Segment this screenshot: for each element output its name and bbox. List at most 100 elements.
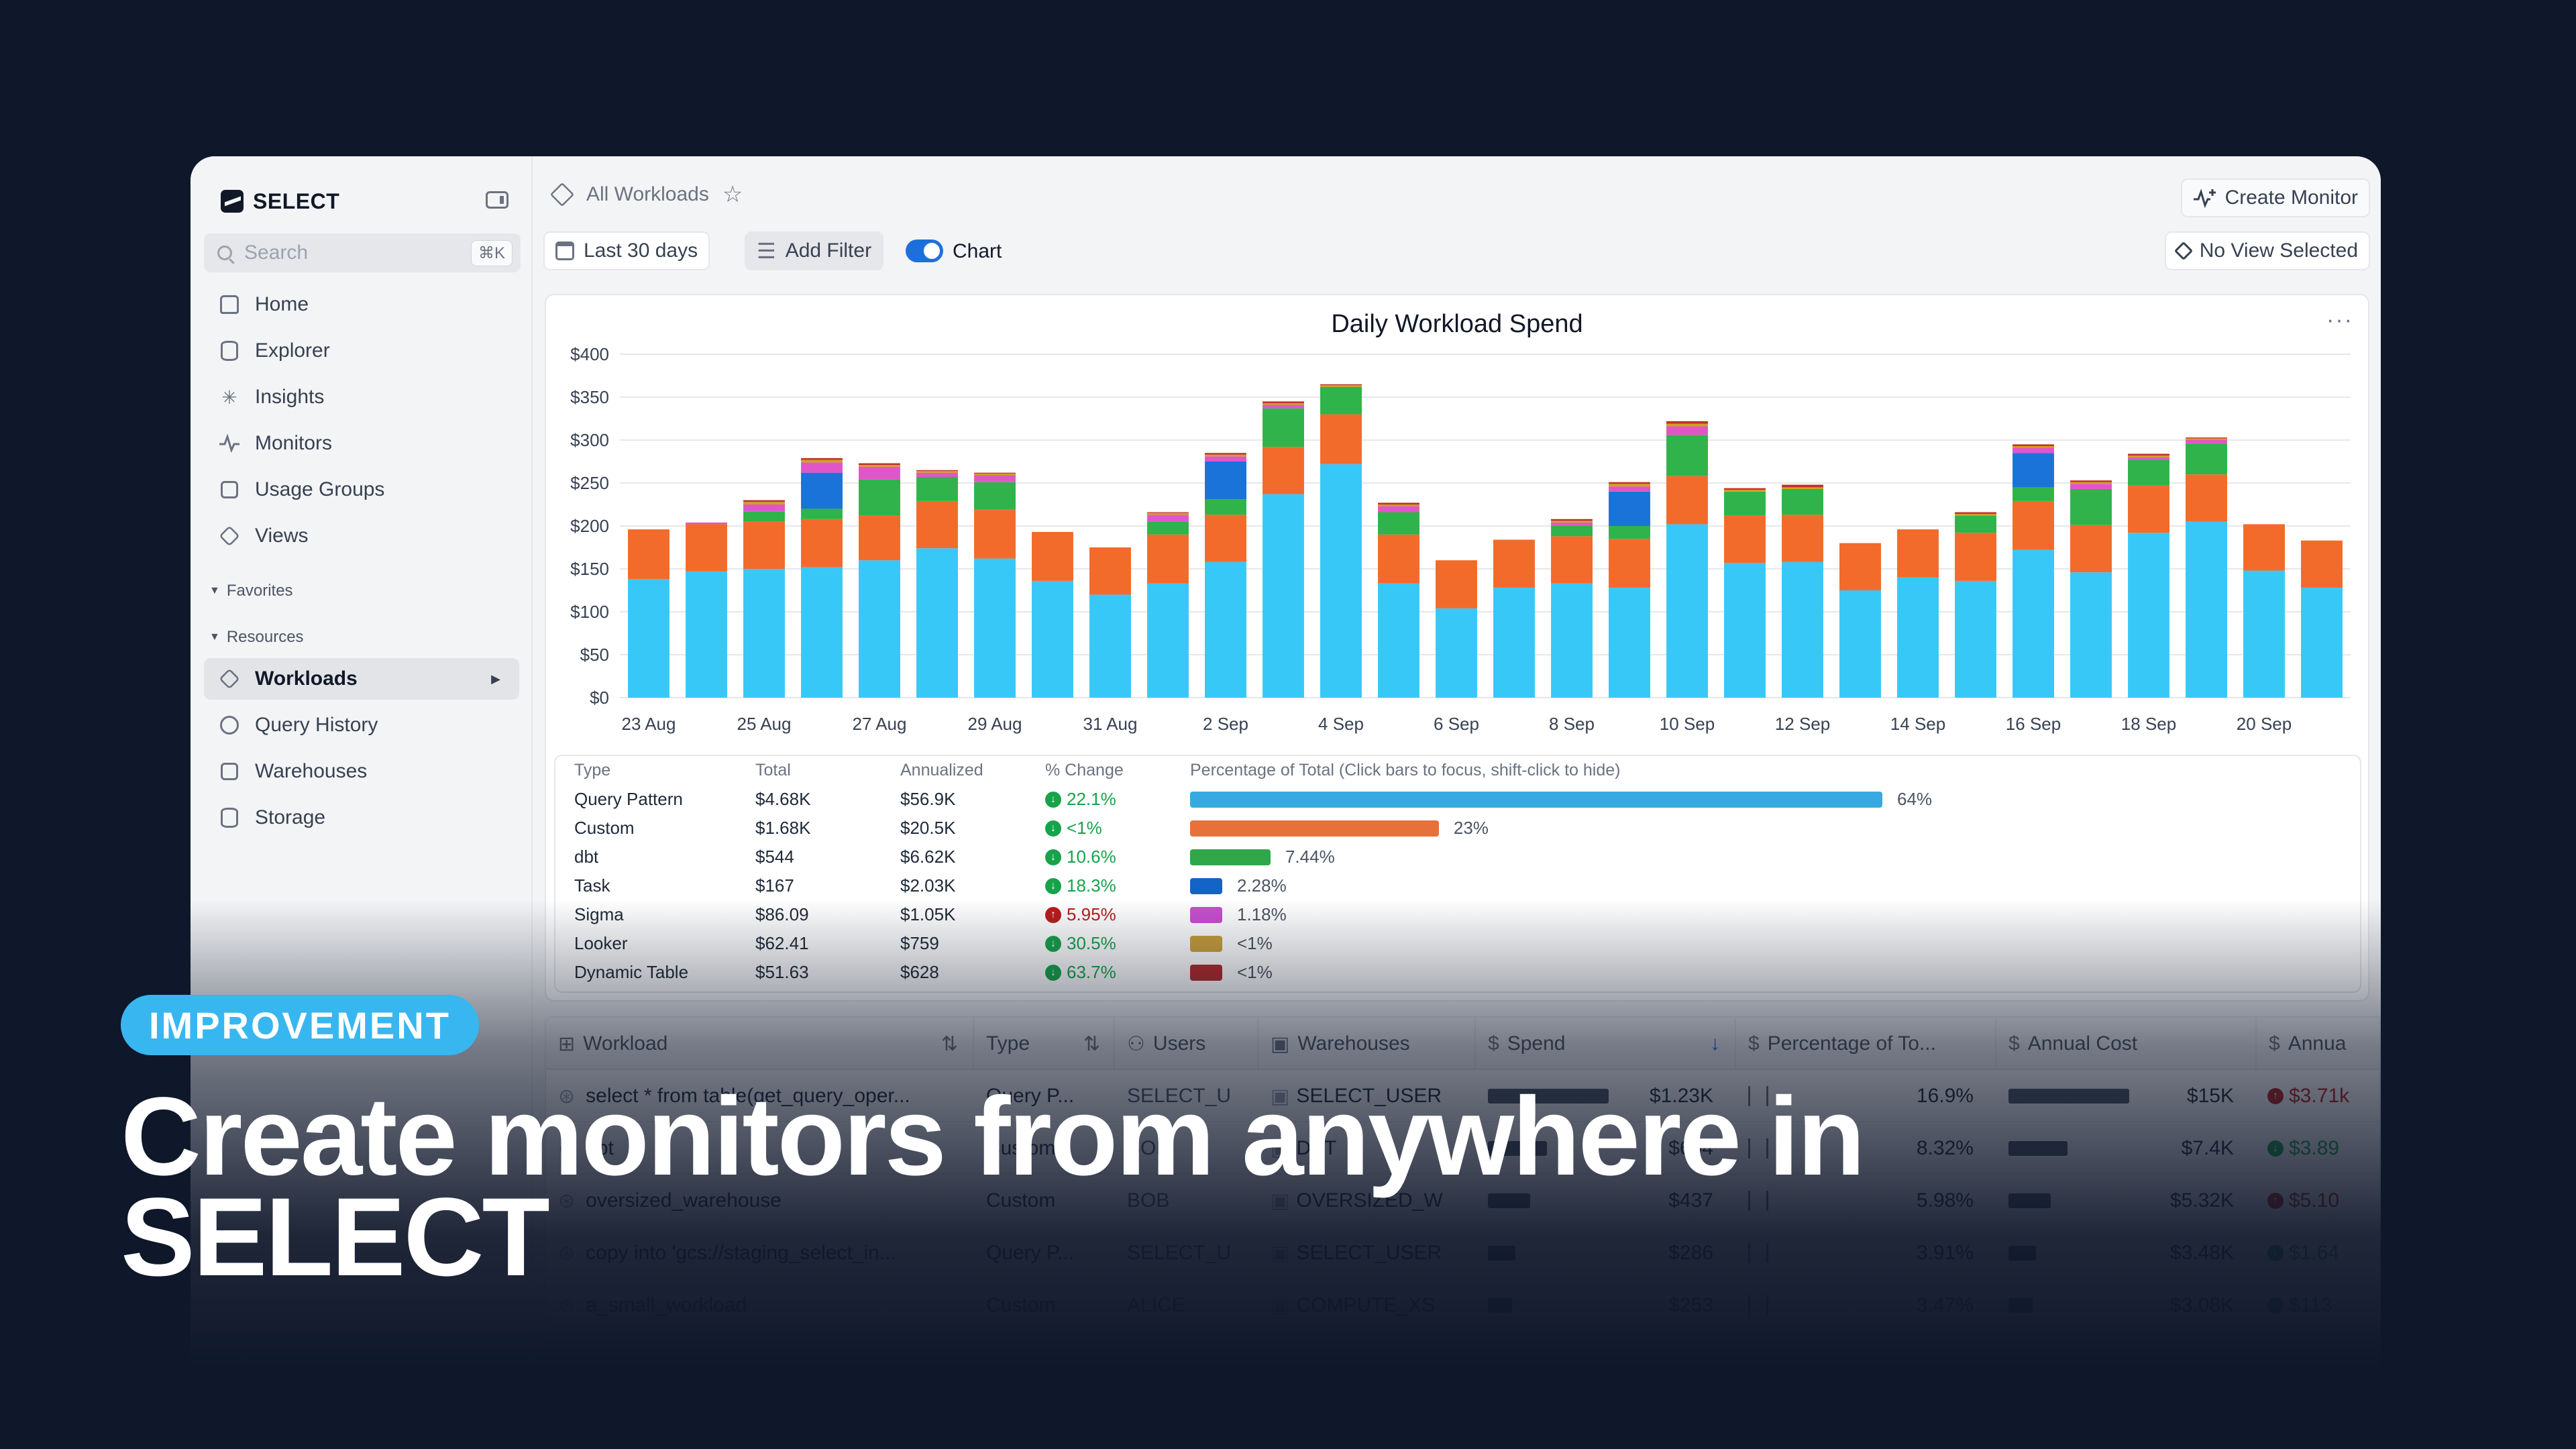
bar-segment[interactable] [1320, 385, 1362, 387]
bar-segment[interactable] [628, 529, 669, 580]
bar-segment[interactable] [859, 560, 900, 698]
bar-segment[interactable] [2012, 500, 2054, 550]
more-options-icon[interactable]: ··· [2326, 307, 2353, 333]
bar-segment[interactable] [1839, 590, 1881, 698]
summary-percentage[interactable]: 2.28% [1190, 875, 1287, 896]
bar-segment[interactable] [916, 472, 958, 478]
bar-segment[interactable] [1263, 447, 1304, 494]
bar-segment[interactable] [743, 500, 785, 502]
bar-segment[interactable] [2070, 525, 2112, 573]
sidebar-item-monitors[interactable]: Monitors [204, 423, 519, 464]
bar-segment[interactable] [743, 511, 785, 522]
bar-segment[interactable] [2070, 572, 2112, 698]
bar-segment[interactable] [743, 502, 785, 504]
bar-segment[interactable] [2012, 487, 2054, 501]
brand[interactable]: SELECT [221, 184, 339, 218]
bar-segment[interactable] [1147, 583, 1189, 698]
bar-segment[interactable] [1205, 499, 1246, 515]
bar-segment[interactable] [1666, 435, 1708, 476]
bar-segment[interactable] [1263, 405, 1304, 409]
bar-segment[interactable] [1782, 488, 1823, 515]
add-filter-button[interactable]: ☰ Add Filter [745, 231, 884, 270]
date-range-button[interactable]: Last 30 days [543, 231, 710, 270]
bar-segment[interactable] [1263, 401, 1304, 403]
view-selector-button[interactable]: No View Selected [2164, 231, 2370, 270]
bar-segment[interactable] [1609, 491, 1650, 526]
workload-name[interactable]: a_small_workload [586, 1294, 747, 1316]
bar-segment[interactable] [801, 458, 843, 460]
bar-segment[interactable] [1205, 561, 1246, 698]
bar-segment[interactable] [1782, 515, 1823, 562]
bar-segment[interactable] [1666, 524, 1708, 698]
bar-segment[interactable] [2128, 457, 2169, 460]
bar-segment[interactable] [1147, 515, 1189, 522]
bar-segment[interactable] [2012, 447, 2054, 453]
percentage-bar[interactable] [1190, 906, 1222, 923]
bar-segment[interactable] [1205, 515, 1246, 562]
bar-segment[interactable] [743, 521, 785, 569]
bar-segment[interactable] [801, 462, 843, 473]
bar-segment[interactable] [2243, 570, 2285, 698]
bar-segment[interactable] [2186, 521, 2227, 698]
bar-segment[interactable] [1551, 526, 1593, 537]
bar-segment[interactable] [859, 463, 900, 466]
bar-segment[interactable] [1205, 456, 1246, 462]
bar-segment[interactable] [801, 519, 843, 568]
bar-segment[interactable] [801, 460, 843, 463]
bar-segment[interactable] [974, 482, 1016, 510]
bar-segment[interactable] [2243, 524, 2285, 571]
bar-segment[interactable] [1724, 491, 1766, 516]
bar-segment[interactable] [628, 579, 669, 698]
bar-segment[interactable] [2128, 533, 2169, 698]
bar-segment[interactable] [1955, 515, 1996, 533]
percentage-bar[interactable] [1190, 964, 1222, 981]
bar-segment[interactable] [2128, 485, 2169, 533]
summary-row[interactable]: Sigma $86.09 $1.05K ↑ 5.95% 1.18% [555, 900, 2360, 929]
bar-segment[interactable] [1378, 504, 1419, 506]
bar-segment[interactable] [916, 470, 958, 472]
bar-segment[interactable] [801, 472, 843, 509]
bar-segment[interactable] [1609, 526, 1650, 539]
search-input[interactable]: Search ⌘K [204, 233, 521, 272]
column-header-annual-cost[interactable]: $ Annual Cost [1996, 1018, 2257, 1070]
bar-segment[interactable] [974, 472, 1016, 474]
bar-segment[interactable] [801, 508, 843, 519]
bar-segment[interactable] [2012, 549, 2054, 698]
sidebar-item-warehouses[interactable]: Warehouses [204, 751, 519, 792]
bar-segment[interactable] [1897, 529, 1939, 578]
bar-segment[interactable] [1724, 515, 1766, 564]
column-header-annual-change[interactable]: $ Annua [2257, 1018, 2379, 1070]
bar-segment[interactable] [1147, 521, 1189, 535]
bar-segment[interactable] [859, 515, 900, 561]
bar-segment[interactable] [1666, 423, 1708, 427]
bar-segment[interactable] [2012, 445, 2054, 448]
sort-desc-icon[interactable]: ↓ [1710, 1032, 1720, 1055]
bar-segment[interactable] [2186, 440, 2227, 444]
bar-segment[interactable] [859, 465, 900, 467]
bar-segment[interactable] [2301, 588, 2343, 698]
breadcrumb-title[interactable]: All Workloads [586, 183, 709, 205]
bar-segment[interactable] [2186, 438, 2227, 440]
bar-segment[interactable] [974, 509, 1016, 559]
bar-segment[interactable] [1897, 577, 1939, 698]
percentage-bar[interactable] [1190, 877, 1222, 894]
column-header-percentage[interactable]: $ Percentage of To... [1736, 1018, 1996, 1070]
bar-segment[interactable] [1436, 560, 1477, 608]
bar-segment[interactable] [2186, 437, 2227, 439]
summary-percentage[interactable]: 7.44% [1190, 847, 1335, 867]
summary-row[interactable]: Task $167 $2.03K ↓ 18.3% 2.28% [555, 871, 2360, 900]
bar-segment[interactable] [974, 473, 1016, 476]
bar-segment[interactable] [1263, 408, 1304, 447]
column-header-type[interactable]: Type ⇅ [974, 1018, 1115, 1070]
bar-segment[interactable] [686, 571, 727, 698]
bar-segment[interactable] [1839, 543, 1881, 590]
bar-segment[interactable] [1263, 494, 1304, 698]
bar-segment[interactable] [1378, 534, 1419, 584]
bar-segment[interactable] [1782, 487, 1823, 489]
resources-section-toggle[interactable]: ▼ Resources [209, 628, 304, 647]
bar-segment[interactable] [1609, 484, 1650, 487]
summary-percentage[interactable]: 1.18% [1190, 904, 1287, 925]
bar-segment[interactable] [2128, 460, 2169, 486]
column-header-warehouses[interactable]: ▣ Warehouses [1258, 1018, 1476, 1070]
sidebar-item-home[interactable]: Home [204, 284, 519, 325]
